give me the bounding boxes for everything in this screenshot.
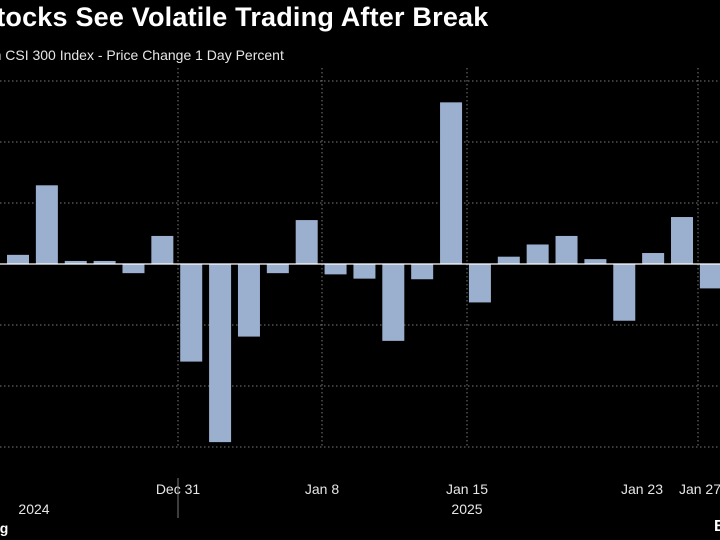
bar bbox=[411, 264, 434, 280]
chart-subtitle: hen CSI 300 Index - Price Change 1 Day P… bbox=[0, 47, 284, 63]
x-tick-label: Jan 23 bbox=[621, 481, 663, 497]
source-label: berg bbox=[0, 520, 9, 536]
bar bbox=[122, 264, 145, 274]
bar bbox=[468, 264, 491, 303]
grid-layer bbox=[0, 68, 720, 448]
bar bbox=[440, 102, 463, 264]
bar bbox=[324, 264, 347, 275]
bar bbox=[699, 264, 720, 289]
bar bbox=[35, 185, 58, 264]
bar bbox=[526, 244, 549, 264]
bar bbox=[382, 264, 405, 341]
bar bbox=[295, 220, 318, 264]
bar bbox=[209, 264, 232, 443]
bar bbox=[93, 260, 116, 264]
bar bbox=[266, 264, 289, 274]
bar bbox=[64, 260, 87, 264]
x-tick-label: Jan 15 bbox=[446, 481, 488, 497]
bar bbox=[353, 264, 376, 279]
bar bbox=[497, 256, 520, 264]
x-tick-label: Jan 8 bbox=[305, 481, 339, 497]
bar bbox=[555, 235, 578, 264]
brand-logo: B bbox=[714, 518, 720, 535]
bar bbox=[7, 254, 29, 264]
bar bbox=[180, 264, 203, 362]
chart-title: Stocks See Volatile Trading After Break bbox=[0, 2, 489, 32]
bar-layer bbox=[7, 102, 720, 443]
bar bbox=[671, 217, 694, 264]
x-year-label: 2025 bbox=[451, 501, 482, 517]
bar bbox=[642, 253, 665, 264]
bar bbox=[151, 235, 174, 264]
bar bbox=[237, 264, 260, 337]
bar bbox=[613, 264, 636, 321]
bar bbox=[584, 259, 607, 264]
x-tick-label: Jan 27 bbox=[679, 481, 720, 497]
x-year-label: 2024 bbox=[18, 501, 49, 517]
